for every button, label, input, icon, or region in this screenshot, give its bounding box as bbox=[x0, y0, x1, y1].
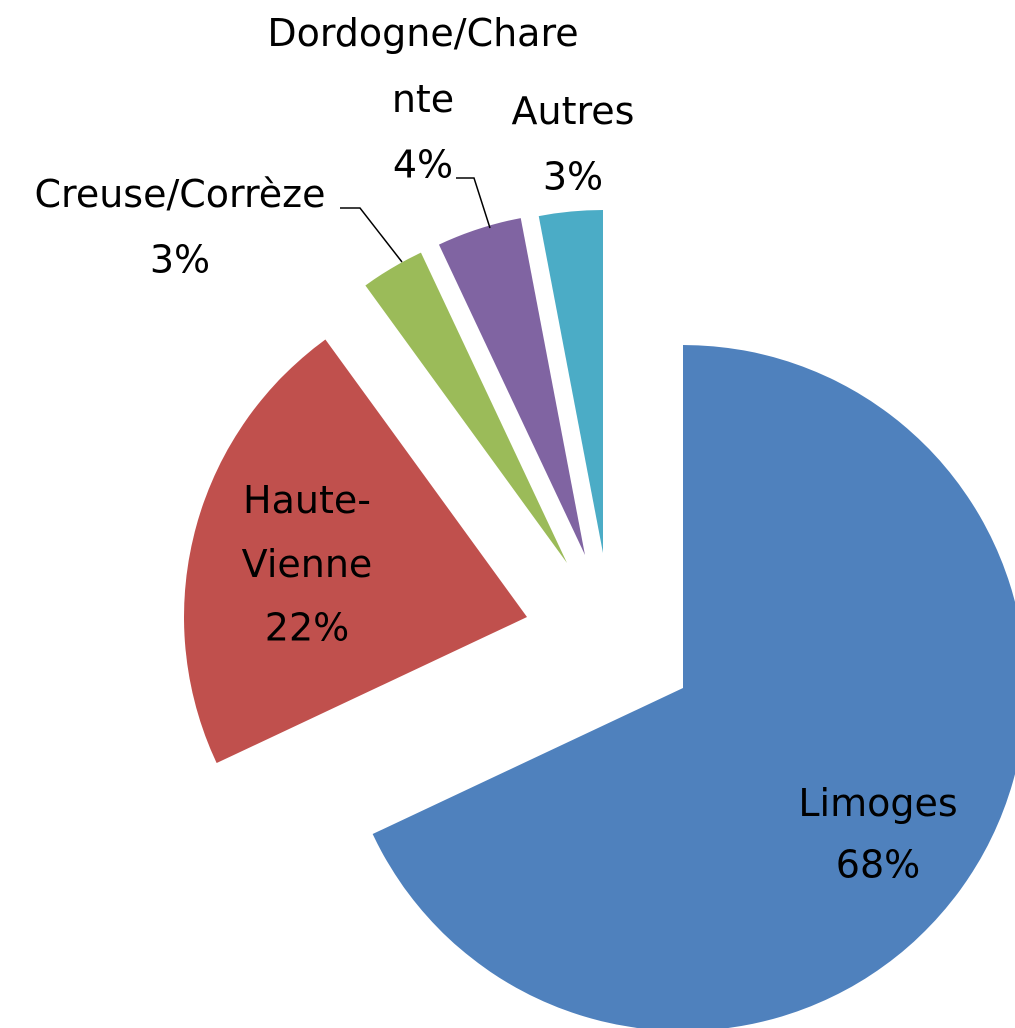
pie-slice bbox=[365, 252, 567, 563]
category-label: Haute-Vienne bbox=[242, 478, 373, 586]
value-label: 4% bbox=[393, 143, 453, 187]
value-label: 68% bbox=[836, 843, 920, 887]
pie-slice bbox=[538, 210, 603, 553]
category-label: Limoges bbox=[798, 781, 957, 825]
value-label: 3% bbox=[543, 155, 603, 199]
category-label: Autres bbox=[512, 89, 635, 133]
category-label: Dordogne/Chare nte bbox=[267, 11, 578, 121]
leader-line bbox=[456, 177, 491, 229]
category-label: Creuse/Corrèze bbox=[35, 172, 326, 216]
pie-slice bbox=[438, 218, 585, 555]
pie-slice bbox=[372, 345, 1015, 1028]
pie-slice bbox=[184, 339, 528, 764]
value-label: 3% bbox=[150, 238, 210, 282]
value-label: 22% bbox=[265, 606, 349, 650]
leader-line bbox=[340, 207, 403, 263]
